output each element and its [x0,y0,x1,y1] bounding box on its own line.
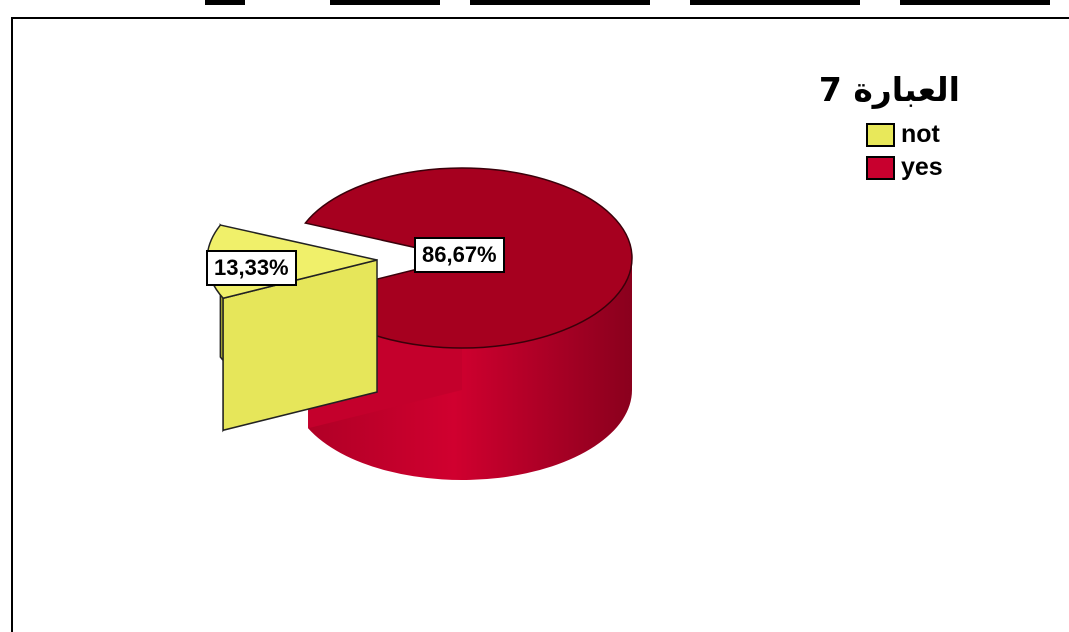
pie-side-yes [308,258,632,480]
data-label-yes: 86,67% [414,237,505,273]
legend-label-yes: yes [901,153,943,181]
legend-item-not: not [866,118,943,151]
legend-swatch-not [866,122,895,147]
chart-title: العبارة 7 [818,70,960,109]
data-label-not: 13,33% [206,250,297,286]
clipped-header-text [0,0,1069,12]
legend-label-not: not [901,120,940,148]
legend-swatch-yes [866,155,895,180]
legend: not yes [866,118,943,184]
legend-item-yes: yes [866,151,943,184]
